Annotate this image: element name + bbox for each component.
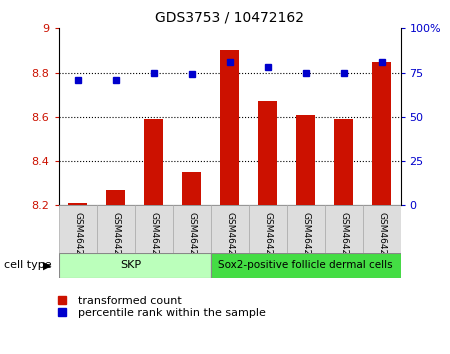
Text: GSM464267: GSM464267 (301, 212, 310, 267)
Text: GSM464265: GSM464265 (225, 212, 234, 267)
Text: ▶: ▶ (43, 261, 51, 270)
Text: GSM464269: GSM464269 (377, 212, 386, 267)
Text: SKP: SKP (120, 261, 141, 270)
Text: cell type: cell type (4, 261, 52, 270)
Bar (248, 205, 287, 253)
Bar (58, 253, 211, 278)
Bar (287, 205, 324, 253)
Text: GSM464266: GSM464266 (263, 212, 272, 267)
Bar (144, 119, 163, 205)
Bar (296, 115, 315, 205)
Bar (58, 205, 96, 253)
Text: GSM464264: GSM464264 (187, 212, 196, 267)
Bar (258, 101, 277, 205)
Bar (172, 205, 211, 253)
Bar (363, 205, 400, 253)
Text: GSM464263: GSM464263 (149, 212, 158, 267)
Bar (211, 253, 400, 278)
Bar (135, 205, 172, 253)
Text: GSM464268: GSM464268 (339, 212, 348, 267)
Bar (324, 205, 363, 253)
Bar (372, 62, 391, 205)
Text: Sox2-positive follicle dermal cells: Sox2-positive follicle dermal cells (218, 261, 393, 270)
Text: GSM464262: GSM464262 (111, 212, 120, 267)
Bar (334, 119, 353, 205)
Title: GDS3753 / 10472162: GDS3753 / 10472162 (155, 10, 304, 24)
Bar (211, 205, 248, 253)
Bar (68, 203, 87, 205)
Text: GSM464261: GSM464261 (73, 212, 82, 267)
Bar (220, 50, 239, 205)
Legend: transformed count, percentile rank within the sample: transformed count, percentile rank withi… (50, 296, 266, 318)
Bar (106, 190, 125, 205)
Bar (182, 172, 201, 205)
Bar (96, 205, 135, 253)
